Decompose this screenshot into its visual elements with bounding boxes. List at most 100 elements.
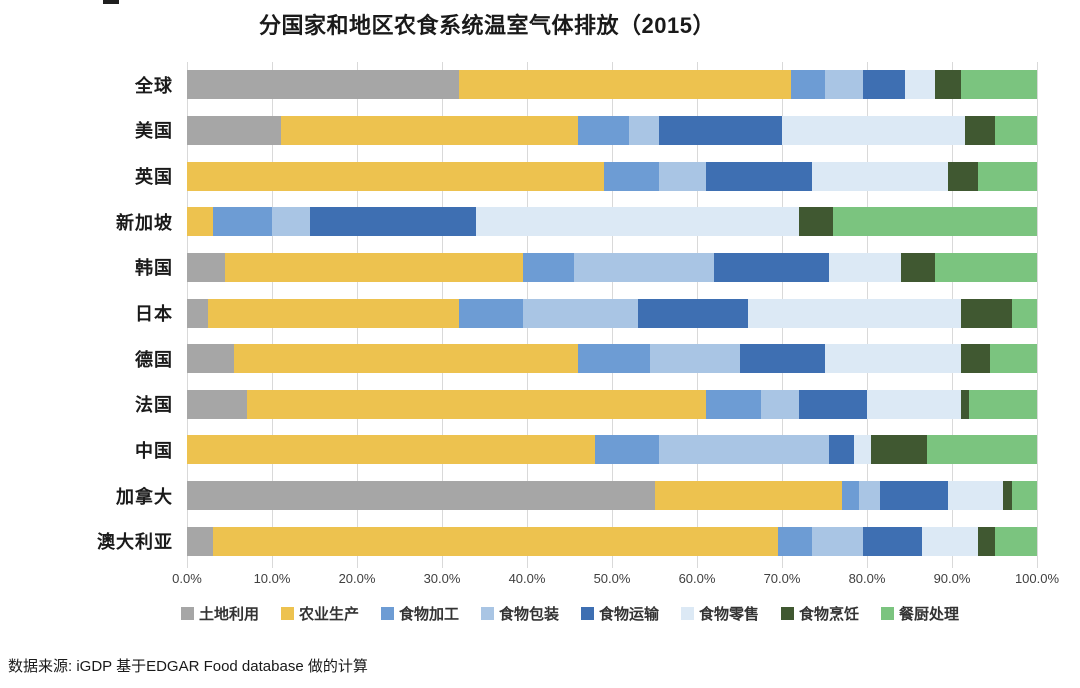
bar-row xyxy=(187,336,1037,382)
legend-item: 食物加工 xyxy=(380,603,459,624)
bar-segment xyxy=(854,435,872,465)
category-label: 美国 xyxy=(135,121,173,142)
category-label: 德国 xyxy=(135,349,173,370)
bar-segment xyxy=(459,298,523,328)
bar-segment xyxy=(905,70,935,100)
legend-label: 食物零售 xyxy=(699,605,760,623)
bar-segment xyxy=(811,526,863,556)
x-tick-label: 10.0% xyxy=(253,571,291,586)
stacked-bar xyxy=(187,70,1037,100)
bar-segment xyxy=(922,526,978,556)
legend-item: 餐厨处理 xyxy=(881,603,959,624)
gridline xyxy=(1037,62,1038,568)
bar-segment xyxy=(522,252,574,282)
bar-segment xyxy=(1003,481,1012,511)
bar-segment xyxy=(310,207,476,237)
legend-item: 食物运输 xyxy=(581,603,659,624)
bar-segment xyxy=(705,161,812,191)
x-tick-label: 40.0% xyxy=(508,571,546,586)
bar-row xyxy=(187,290,1037,336)
bar-segment xyxy=(578,115,629,145)
bar-segment xyxy=(901,252,935,282)
bar-segment xyxy=(187,207,213,237)
bar-segment xyxy=(225,252,523,282)
bar-segment xyxy=(658,115,782,145)
legend-item: 食物烹饪 xyxy=(781,603,859,624)
legend-swatch-icon xyxy=(781,606,795,620)
bar-segment xyxy=(947,161,978,191)
x-axis-ticks: 0.0% 10.0% 20.0% 30.0% 40.0% 50.0% 60.0% 70.0% 8… xyxy=(172,571,1059,589)
bar-segment xyxy=(947,481,1003,511)
bar-segment xyxy=(960,298,1012,328)
bar-segment xyxy=(964,115,995,145)
x-tick-label: 50.0% xyxy=(593,571,631,586)
bar-segment xyxy=(811,161,948,191)
bar-rows xyxy=(187,62,1037,564)
bar-segment xyxy=(187,298,209,328)
bar-segment xyxy=(977,526,995,556)
chart-title: 分国家和地区农食系统温室气体排放（2015） xyxy=(259,13,715,38)
bar-segment xyxy=(1011,481,1037,511)
stacked-bar xyxy=(187,207,1037,237)
bar-row xyxy=(187,245,1037,291)
bar-segment xyxy=(790,70,825,100)
bar-segment xyxy=(960,70,1037,100)
bar-segment xyxy=(280,115,578,145)
bar-segment xyxy=(990,344,1037,374)
bar-segment xyxy=(187,161,604,191)
bar-segment xyxy=(960,344,991,374)
category-label: 全球 xyxy=(135,75,173,96)
bar-segment xyxy=(208,298,459,328)
bar-row xyxy=(187,153,1037,199)
bar-row xyxy=(187,108,1037,154)
stacked-bar xyxy=(187,435,1037,465)
legend-label: 食物加工 xyxy=(398,605,459,623)
bar-segment xyxy=(714,252,829,282)
x-tick-label: 60.0% xyxy=(678,571,716,586)
stacked-bar xyxy=(187,115,1037,145)
screen-edge-artifact xyxy=(103,0,119,4)
stacked-bar xyxy=(187,298,1037,328)
x-tick-label: 20.0% xyxy=(338,571,376,586)
bar-segment xyxy=(960,389,969,419)
bar-segment xyxy=(799,389,867,419)
x-tick-label: 80.0% xyxy=(848,571,886,586)
bar-segment xyxy=(824,344,961,374)
category-label: 澳大利亚 xyxy=(97,532,173,553)
legend-label: 食物包装 xyxy=(498,605,559,623)
legend-label: 食物烹饪 xyxy=(799,605,860,623)
stacked-bar xyxy=(187,389,1037,419)
bar-segment xyxy=(187,389,247,419)
bar-segment xyxy=(926,435,1037,465)
legend-label: 土地利用 xyxy=(198,605,259,623)
chart-legend: 土地利用 农业生产 食物加工 食物包装 食物运输 食物零售 食物烹饪 餐厨处理 xyxy=(60,602,1080,624)
stacked-bar xyxy=(187,344,1037,374)
bar-segment xyxy=(522,298,638,328)
bar-segment xyxy=(841,481,859,511)
bar-segment xyxy=(824,70,863,100)
category-label: 加拿大 xyxy=(116,486,173,507)
bar-segment xyxy=(187,526,213,556)
bar-segment xyxy=(272,207,311,237)
legend-swatch-icon xyxy=(681,606,695,620)
bar-segment xyxy=(459,70,791,100)
legend-label: 食物运输 xyxy=(599,605,660,623)
bar-segment xyxy=(476,207,799,237)
category-label: 英国 xyxy=(135,167,173,188)
bar-segment xyxy=(867,389,961,419)
x-tick-label: 30.0% xyxy=(423,571,461,586)
legend-item: 农业生产 xyxy=(280,603,359,624)
legend-swatch-icon xyxy=(881,606,895,620)
bar-segment xyxy=(654,481,842,511)
bar-segment xyxy=(187,115,281,145)
source-note: 数据来源: iGDP 基于EDGAR Food database 做的计算 xyxy=(8,658,368,675)
bar-row xyxy=(187,62,1037,108)
legend-item: 食物零售 xyxy=(681,603,759,624)
stacked-bar xyxy=(187,161,1037,191)
bar-row xyxy=(187,381,1037,427)
bar-segment xyxy=(935,70,961,100)
bar-segment xyxy=(578,344,651,374)
bar-segment xyxy=(871,435,927,465)
bar-row xyxy=(187,473,1037,519)
x-tick-label: 70.0% xyxy=(763,571,801,586)
